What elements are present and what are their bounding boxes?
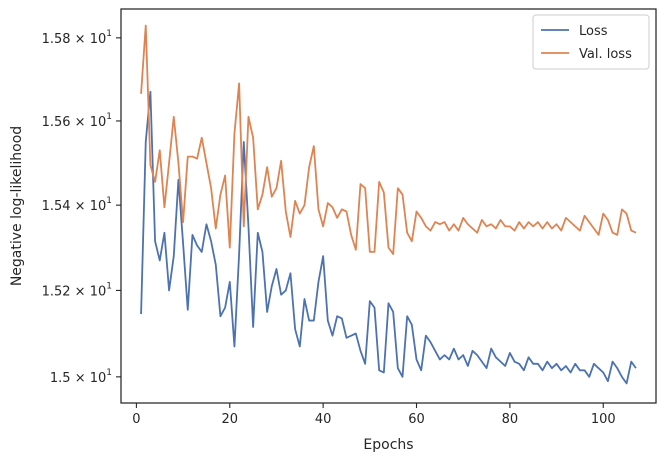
legend-label-loss: Loss [579,24,608,39]
y-tick-label: 1.58 × 101 [42,29,112,47]
x-axis: 0 20 40 60 80 100 [132,403,616,427]
y-axis-label: Negative log-likelihood [9,126,25,286]
series-line-val-loss [140,24,637,255]
y-tick-label: 1.54 × 101 [42,196,112,214]
y-tick-label: 1.5 × 101 [50,368,112,386]
legend: Loss Val. loss [532,14,650,70]
x-tick-label: 20 [222,412,239,427]
legend-label-val-loss: Val. loss [579,47,632,62]
x-tick-label: 40 [315,412,332,427]
x-tick-label: 60 [408,412,425,427]
x-axis-label: Epochs [363,437,413,453]
plot-area [120,8,657,404]
series-line-loss [140,90,637,385]
legend-box [532,14,650,70]
y-tick-label: 1.56 × 101 [42,112,112,130]
series-lines [140,24,637,385]
y-tick-label: 1.52 × 101 [42,281,112,299]
x-tick-label: 0 [132,412,140,427]
x-tick-label: 80 [502,412,519,427]
y-axis: 1.5 × 101 1.52 × 101 1.54 × 101 1.56 × 101 1… [42,29,121,386]
x-tick-label: 100 [591,412,616,427]
